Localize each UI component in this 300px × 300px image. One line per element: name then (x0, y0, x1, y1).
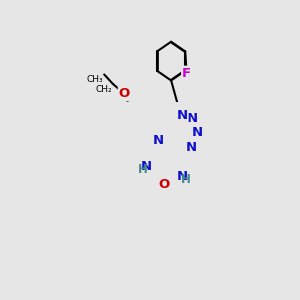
Text: N: N (152, 134, 164, 147)
Text: CH₃: CH₃ (87, 76, 103, 85)
Text: O: O (119, 87, 130, 100)
Text: H: H (181, 172, 191, 185)
Text: H: H (138, 163, 148, 176)
Text: N: N (140, 160, 152, 173)
Text: N: N (187, 112, 198, 125)
Text: F: F (182, 67, 191, 80)
Text: N: N (177, 169, 188, 182)
Text: N: N (176, 109, 188, 122)
Text: O: O (158, 178, 169, 191)
Text: N: N (192, 126, 203, 139)
Text: CH₂: CH₂ (96, 85, 112, 94)
Text: N: N (186, 141, 197, 154)
